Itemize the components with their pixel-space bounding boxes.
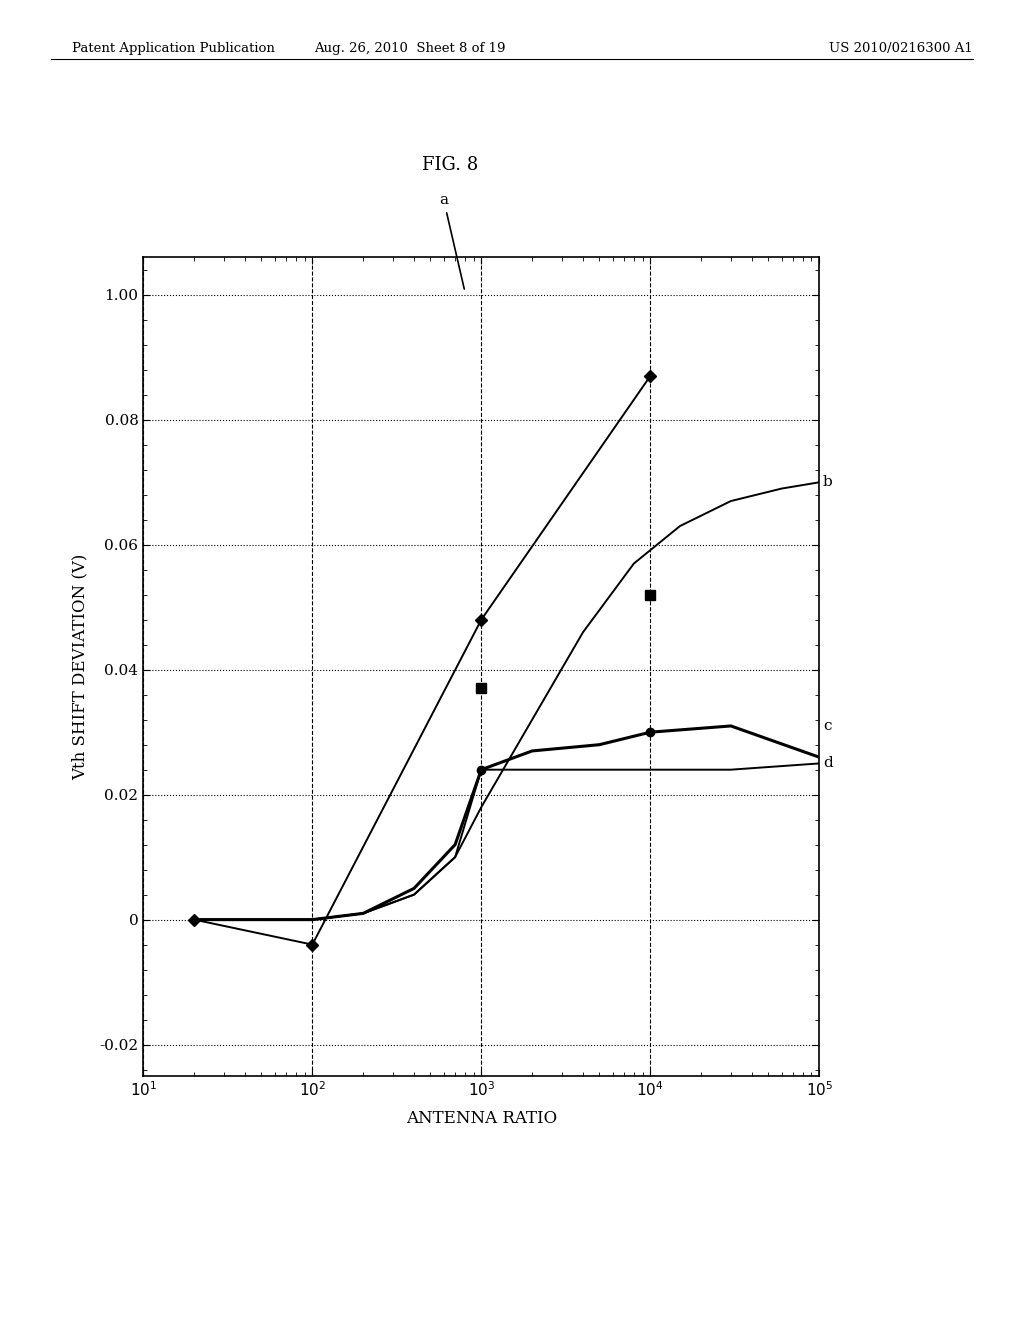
Text: US 2010/0216300 A1: US 2010/0216300 A1 — [829, 42, 973, 55]
Y-axis label: Vth SHIFT DEVIATION (V): Vth SHIFT DEVIATION (V) — [72, 553, 88, 780]
Text: b: b — [822, 475, 833, 490]
Text: Patent Application Publication: Patent Application Publication — [72, 42, 274, 55]
Text: a: a — [439, 194, 464, 289]
X-axis label: ANTENNA RATIO: ANTENNA RATIO — [406, 1110, 557, 1127]
Text: d: d — [822, 756, 833, 771]
Text: FIG. 8: FIG. 8 — [423, 156, 478, 174]
Text: Aug. 26, 2010  Sheet 8 of 19: Aug. 26, 2010 Sheet 8 of 19 — [313, 42, 506, 55]
Text: c: c — [822, 719, 831, 733]
